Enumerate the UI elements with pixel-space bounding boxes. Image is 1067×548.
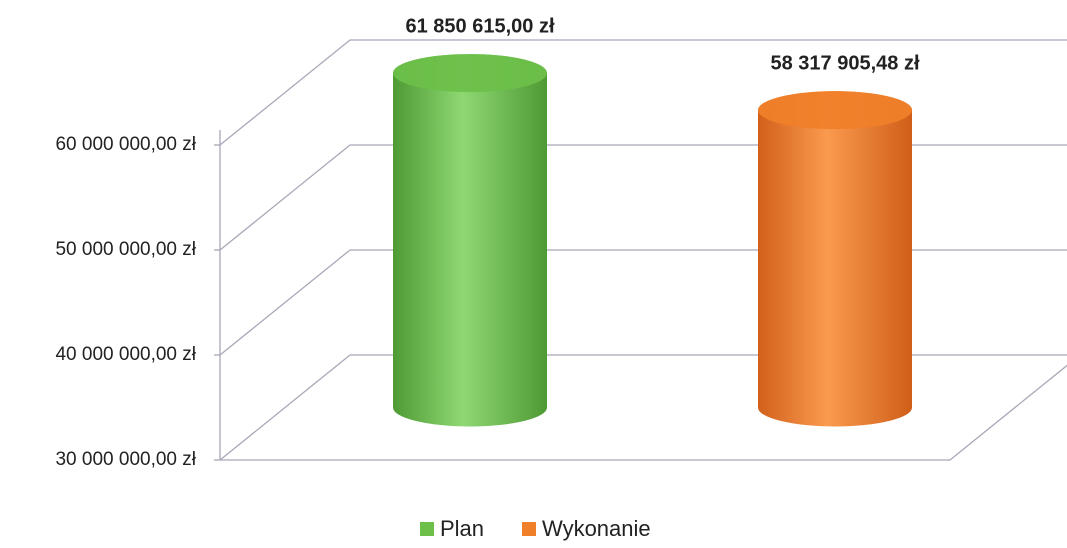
floor bbox=[220, 364, 1067, 461]
grid-line bbox=[219, 39, 1067, 146]
grid-line bbox=[219, 144, 1067, 251]
legend-label: Wykonanie bbox=[542, 516, 651, 541]
value-label: 58 317 905,48 zł bbox=[770, 52, 919, 74]
cylinder bbox=[393, 54, 547, 427]
y-tick-label: 60 000 000,00 zł bbox=[55, 134, 196, 155]
cylinder bbox=[758, 91, 912, 427]
grid-line bbox=[219, 354, 1067, 461]
y-tick-label: 30 000 000,00 zł bbox=[55, 449, 196, 470]
y-tick-label: 50 000 000,00 zł bbox=[55, 239, 196, 260]
grid-line bbox=[219, 249, 1067, 356]
cylinder-top bbox=[758, 91, 912, 130]
y-tick-label: 40 000 000,00 zł bbox=[55, 344, 196, 365]
legend-label: Plan bbox=[440, 516, 484, 541]
legend-swatch bbox=[420, 522, 434, 536]
value-label: 61 850 615,00 zł bbox=[405, 15, 554, 37]
legend-swatch bbox=[522, 522, 536, 536]
cylinder-top bbox=[393, 54, 547, 93]
